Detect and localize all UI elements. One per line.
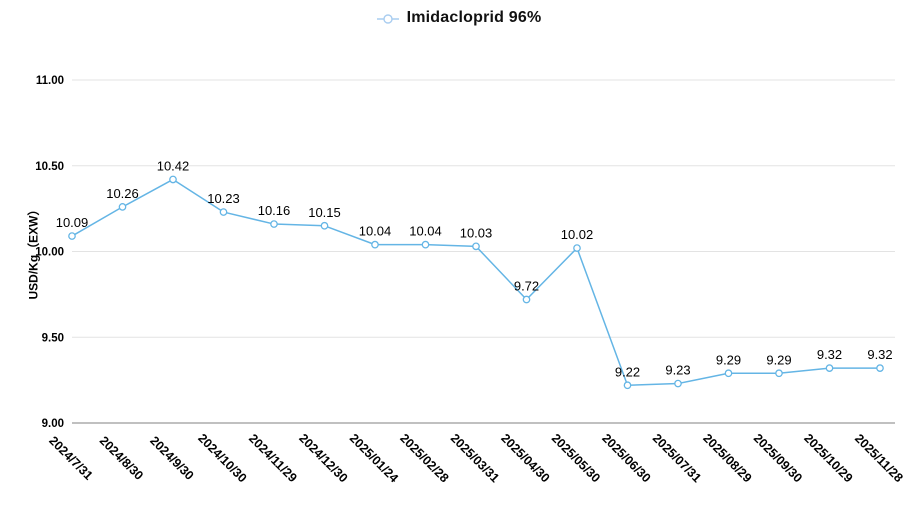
y-tick-label: 10.50: [35, 161, 64, 173]
x-tick-label: 2024/11/29: [246, 431, 300, 485]
data-point-label: 10.26: [106, 186, 139, 201]
x-tick-label: 2025/11/28: [852, 431, 906, 485]
data-point-marker: [320, 221, 329, 230]
data-point-label: 10.16: [258, 203, 291, 218]
data-point-label: 9.32: [817, 347, 842, 362]
data-point-marker: [68, 232, 76, 240]
data-point-label: 9.29: [766, 352, 791, 367]
x-tick-label: 2025/06/30: [599, 431, 653, 485]
x-tick-label: 2025/02/28: [397, 431, 451, 485]
y-tick-label: 10.00: [35, 247, 64, 259]
x-tick-label: 2024/7/31: [46, 434, 95, 483]
x-tick-label: 2024/8/30: [97, 434, 146, 483]
legend[interactable]: Imidacloprid 96%: [0, 6, 918, 30]
y-tick-label: 9.50: [42, 332, 64, 344]
y-tick-label: 11.00: [36, 75, 64, 87]
data-point-label: 10.42: [157, 158, 190, 173]
data-point-marker: [421, 240, 430, 249]
data-point-label: 10.15: [308, 205, 341, 220]
legend-series-label: Imidacloprid 96%: [406, 9, 542, 26]
data-point-marker: [775, 369, 783, 378]
data-point-label: 9.29: [716, 352, 741, 367]
data-point-label: 10.04: [409, 224, 442, 239]
data-point-label: 9.23: [665, 363, 690, 378]
x-tick-label: 2025/07/31: [650, 431, 704, 485]
x-tick-label: 2025/08/29: [700, 431, 754, 485]
data-point-label: 10.23: [207, 191, 240, 206]
data-point-marker: [169, 175, 177, 184]
y-tick-label: 9.00: [42, 418, 64, 430]
x-tick-label: 2024/12/30: [296, 431, 350, 485]
data-point-marker: [724, 369, 733, 378]
data-point-marker: [825, 364, 834, 372]
data-point-marker: [270, 220, 278, 228]
data-point-marker: [472, 242, 480, 251]
x-tick-label: 2025/03/31: [448, 431, 502, 485]
x-tick-label: 2025/05/30: [549, 431, 603, 485]
x-tick-label: 2025/09/30: [751, 431, 805, 485]
data-point-label: 9.32: [867, 347, 892, 362]
data-point-marker: [623, 381, 632, 390]
data-point-marker: [219, 208, 228, 216]
data-point-label: 10.03: [460, 225, 493, 240]
data-point-marker: [876, 364, 884, 372]
data-point-marker: [522, 295, 531, 304]
x-tick-label: 2025/04/30: [498, 431, 552, 485]
x-tick-label: 2024/9/30: [147, 434, 196, 483]
x-tick-label: 2024/10/30: [195, 431, 249, 485]
x-tick-label: 2025/10/29: [801, 431, 855, 485]
data-point-label: 9.72: [514, 279, 539, 294]
data-point-label: 9.22: [615, 364, 640, 379]
data-point-label: 10.09: [56, 215, 89, 230]
data-point-marker: [371, 240, 379, 249]
data-point-marker: [118, 203, 127, 211]
series-line: [71, 178, 881, 387]
y-axis-title: USD/Kg（EXW）: [26, 203, 41, 300]
x-tick-label: 2025/01/24: [347, 431, 401, 485]
data-point-label: 10.02: [561, 227, 594, 242]
data-point-marker: [573, 244, 581, 252]
data-point-marker: [674, 379, 682, 388]
data-point-label: 10.04: [359, 224, 392, 239]
line-series-marker-icon: [376, 13, 399, 25]
